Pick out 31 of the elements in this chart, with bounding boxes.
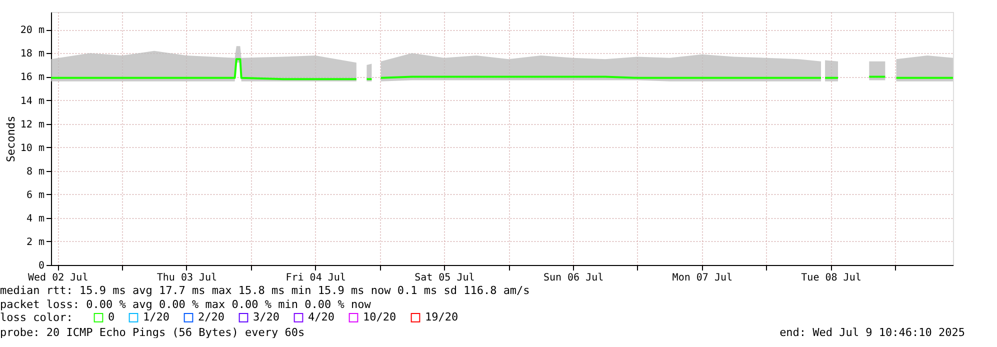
x-tick-label: Tue 08 Jul <box>801 272 862 284</box>
y-axis-title: Seconds <box>4 116 18 162</box>
legend-label: 4/20 <box>308 310 334 324</box>
legend-label: 0 <box>108 310 115 324</box>
text: packet loss: 0.00 % avg 0.00 % max 0.00 % min 0.00 % now <box>0 298 372 311</box>
y-tick-label: 4 m <box>26 213 44 224</box>
x-tick-label: Mon 07 Jul <box>672 272 733 284</box>
legend-label: 2/20 <box>198 310 224 324</box>
y-tick-label: 12 m <box>20 119 44 130</box>
y-tick-label: 8 m <box>26 166 44 178</box>
x-tick-label: Wed 02 Jul <box>28 272 88 284</box>
x-tick-label: Sun 06 Jul <box>543 272 604 284</box>
y-tick-label: 16 m <box>20 72 44 84</box>
y-tick-label: 10 m <box>20 142 44 154</box>
text: end: Wed Jul 9 10:46:10 2025 <box>780 326 965 339</box>
y-tick-label: 2 m <box>26 236 44 248</box>
y-tick-label: 14 m <box>20 96 44 107</box>
legend-label: 19/20 <box>425 310 458 324</box>
y-tick-label: 0 <box>38 260 44 272</box>
x-tick-label: Fri 04 Jul <box>286 272 346 284</box>
y-tick-label: 6 m <box>26 190 44 201</box>
legend-title: loss color: <box>0 311 73 324</box>
text: probe: 20 ICMP Echo Pings (56 Bytes) every 60s <box>0 326 305 339</box>
text: median rtt: 15.9 ms avg 17.7 ms max 15.8 ms min 15.9 ms now 0.1 ms sd 116.8 am/s <box>0 284 530 297</box>
x-tick-label: Thu 03 Jul <box>156 272 218 284</box>
y-tick-label: 18 m <box>20 48 44 60</box>
legend-label: 10/20 <box>363 310 396 324</box>
y-tick-label: 20 m <box>20 25 44 36</box>
legend-label: 1/20 <box>143 310 170 324</box>
legend-label: 3/20 <box>253 310 280 324</box>
x-tick-label: Sat 05 Jul <box>414 272 475 284</box>
